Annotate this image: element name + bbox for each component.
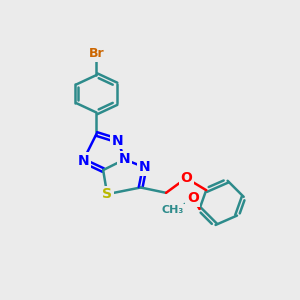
Text: N: N (77, 154, 89, 168)
Text: N: N (112, 134, 124, 148)
Text: O: O (180, 171, 192, 185)
Text: Br: Br (89, 47, 104, 60)
Text: N: N (139, 160, 151, 174)
Text: N: N (119, 152, 130, 167)
Text: O: O (187, 191, 199, 205)
Text: S: S (102, 187, 112, 201)
Text: CH₃: CH₃ (162, 205, 184, 215)
